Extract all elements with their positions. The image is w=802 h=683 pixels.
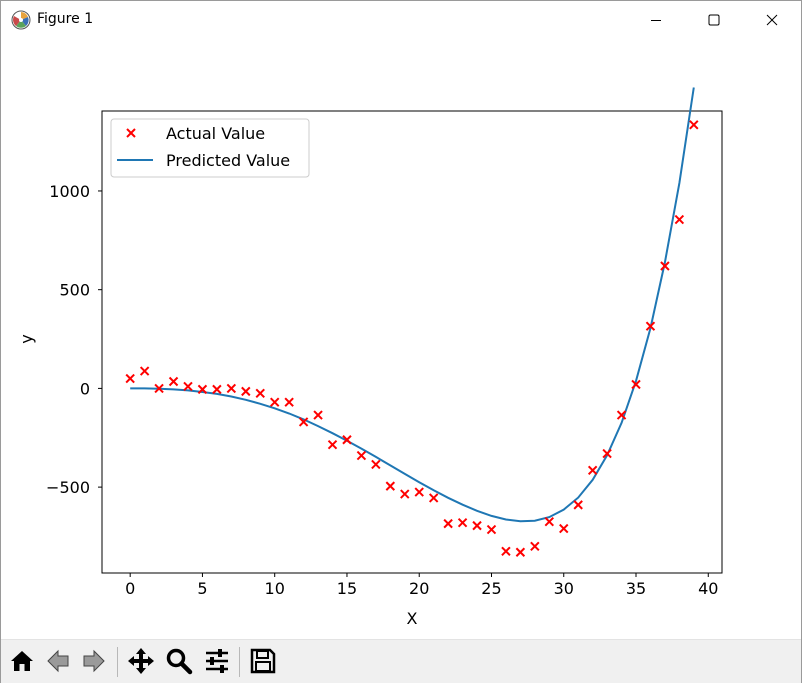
pan-button[interactable] [124, 644, 158, 678]
actual-value-point [631, 379, 641, 390]
actual-value-point [356, 450, 367, 461]
home-icon [11, 651, 33, 671]
actual-value-point [414, 487, 424, 497]
x-tick-label: 30 [554, 579, 574, 598]
forward-button[interactable] [77, 644, 111, 678]
actual-value-point [660, 261, 670, 271]
chart: 0 5 10 15 20 25 30 35 40 −500 0 500 1000 X y Actual … [17, 87, 723, 628]
x-tick-label: 15 [337, 579, 357, 598]
actual-value-point [125, 373, 135, 384]
x-tick-label: 35 [626, 579, 646, 598]
actual-value-point [139, 366, 150, 376]
legend-marker-actual [126, 128, 136, 138]
actual-value-point [573, 500, 583, 510]
actual-value-point [298, 417, 309, 427]
predicted-value-line [130, 87, 695, 523]
actual-value-point [284, 397, 294, 407]
sliders-icon [206, 649, 228, 673]
actual-value-point [530, 541, 540, 552]
actual-value-point [674, 214, 685, 225]
x-tick-label: 5 [197, 579, 207, 598]
actual-value-point [689, 120, 699, 130]
toolbar-separator [239, 647, 240, 677]
magnifier-icon [166, 648, 193, 675]
actual-value-point [327, 439, 338, 450]
configure-subplots-button[interactable] [200, 644, 234, 678]
legend-label-predicted: Predicted Value [166, 151, 290, 170]
actual-value-point [587, 465, 598, 476]
close-button[interactable] [743, 1, 801, 39]
actual-value-point [559, 523, 569, 534]
save-button[interactable] [246, 644, 280, 678]
actual-value-point [226, 383, 237, 394]
actual-value-point [269, 397, 280, 407]
window-title: Figure 1 [37, 11, 94, 27]
actual-value-point [154, 383, 164, 394]
actual-value-point [457, 517, 468, 528]
y-axis-label: y [17, 334, 36, 343]
actual-value-point [486, 524, 497, 535]
actual-value-point [428, 493, 439, 503]
actual-value-point [501, 546, 511, 556]
actual-value-point [443, 518, 453, 529]
actual-value-point [400, 489, 410, 499]
move-icon [128, 648, 154, 674]
legend-label-actual: Actual Value [166, 124, 265, 143]
home-button[interactable] [5, 644, 39, 678]
maximize-button[interactable] [685, 1, 743, 39]
matplotlib-icon [11, 10, 31, 30]
legend-box [110, 118, 310, 178]
actual-value-point [212, 384, 222, 395]
actual-value-point [616, 410, 627, 420]
arrow-left-icon [47, 649, 69, 673]
actual-value-point [183, 381, 193, 392]
y-tick-label: 1000 [49, 182, 90, 201]
actual-value-point [241, 386, 251, 397]
x-tick-label: 10 [265, 579, 285, 598]
axes-frame [101, 110, 723, 574]
toolbar-separator [117, 647, 118, 677]
close-icon [766, 14, 778, 26]
y-tick-label: −500 [46, 478, 90, 497]
y-tick-label: 500 [59, 281, 90, 300]
minimize-button[interactable] [627, 1, 685, 39]
legend: Actual Value Predicted Value [110, 118, 310, 178]
figure-canvas[interactable]: 0 5 10 15 20 25 30 35 40 −500 0 500 1000 X y Actual … [1, 39, 801, 639]
actual-value-point [255, 388, 265, 399]
arrow-right-icon [83, 649, 105, 673]
actual-value-point [645, 321, 656, 331]
actual-value-point [515, 547, 526, 557]
actual-value-point [385, 481, 396, 491]
x-tick-label: 40 [698, 579, 718, 598]
maximize-icon [708, 14, 720, 26]
x-tick-label: 20 [409, 579, 429, 598]
x-tick-label: 25 [481, 579, 501, 598]
minimize-icon [651, 20, 661, 21]
actual-value-point [544, 516, 555, 527]
actual-value-point [602, 448, 612, 459]
y-tick-label: 0 [80, 379, 90, 398]
title-bar[interactable]: Figure 1 [1, 1, 801, 39]
actual-value-point [197, 384, 208, 395]
floppy-disk-icon [250, 648, 276, 674]
x-tick-label: 0 [125, 579, 135, 598]
actual-value-point [371, 459, 381, 470]
actual-value-point [342, 435, 352, 445]
actual-value-point [472, 520, 482, 531]
actual-value-point [313, 410, 323, 420]
actual-value-point [168, 376, 179, 387]
back-button[interactable] [41, 644, 75, 678]
x-axis-label: X [407, 609, 418, 628]
zoom-button[interactable] [162, 644, 196, 678]
navigation-toolbar [1, 639, 801, 683]
